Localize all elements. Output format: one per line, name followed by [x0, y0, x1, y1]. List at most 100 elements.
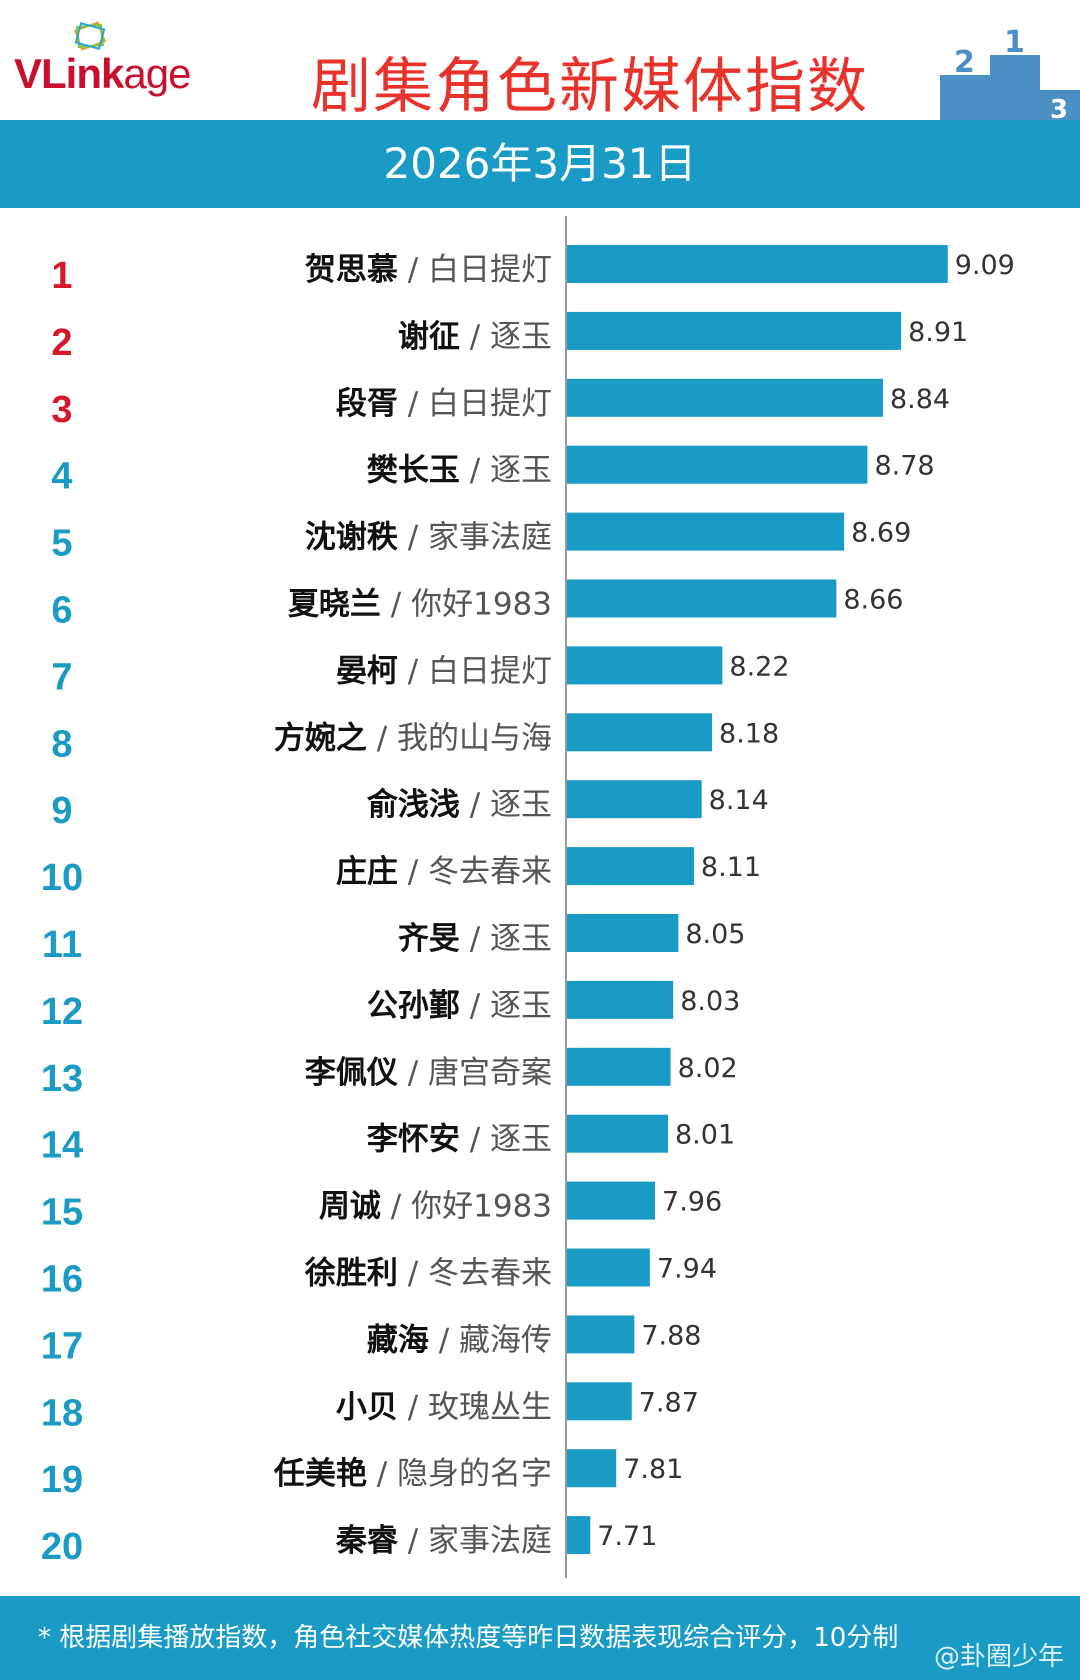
rank-number: 8 [51, 723, 72, 765]
drama-name: 家事法庭 [428, 520, 552, 556]
value-label: 7.94 [657, 1254, 717, 1285]
rank-number: 16 [41, 1259, 83, 1301]
separator: / [398, 653, 428, 689]
drama-name: 逐玉 [490, 921, 552, 957]
rank-number: 12 [41, 991, 83, 1033]
rank-number: 17 [41, 1325, 83, 1367]
bar [567, 980, 674, 1019]
character-name: 沈谢秩 [305, 520, 398, 556]
value-label: 8.91 [908, 317, 968, 348]
bar [567, 1248, 650, 1287]
category-label: 段胥 / 白日提灯 [336, 386, 552, 422]
value-label: 8.01 [675, 1120, 735, 1151]
rank-number: 19 [41, 1459, 83, 1501]
footnote: * 根据剧集播放指数，角色社交媒体热度等昨日数据表现综合评分，10分制 [0, 1596, 1080, 1680]
separator: / [381, 1189, 411, 1225]
category-label: 藏海 / 藏海传 [367, 1322, 552, 1358]
rank-number: 13 [41, 1058, 83, 1100]
separator: / [381, 587, 411, 623]
drama-name: 逐玉 [490, 453, 552, 489]
drama-name: 你好1983 [411, 1189, 552, 1225]
category-label: 俞浅浅 / 逐玉 [367, 787, 552, 823]
character-name: 李怀安 [367, 1122, 460, 1158]
date-banner: 2026年3月31日 [0, 120, 1080, 208]
character-name: 藏海 [367, 1322, 429, 1358]
rank-number: 1 [51, 255, 72, 297]
drama-name: 家事法庭 [428, 1523, 552, 1559]
rank-number: 5 [51, 523, 72, 565]
character-name: 夏晓兰 [288, 587, 381, 623]
separator: / [460, 319, 490, 355]
value-label: 8.11 [701, 852, 761, 883]
category-label: 任美艳 / 隐身的名字 [273, 1456, 552, 1492]
character-name: 李佩仪 [305, 1055, 398, 1091]
drama-name: 隐身的名字 [397, 1456, 552, 1492]
character-name: 徐胜利 [304, 1256, 398, 1292]
separator: / [367, 1456, 397, 1492]
bar [567, 579, 837, 618]
character-name: 樊长玉 [367, 453, 460, 489]
character-name: 庄庄 [336, 854, 398, 890]
separator: / [398, 1055, 428, 1091]
rank-number: 4 [51, 456, 72, 498]
bar [567, 1516, 591, 1555]
rank-number: 15 [41, 1192, 83, 1234]
separator: / [460, 921, 490, 957]
value-label: 8.84 [890, 384, 950, 415]
category-label: 沈谢秩 / 家事法庭 [305, 520, 552, 556]
separator: / [460, 787, 490, 823]
svg-text:1: 1 [1004, 25, 1025, 60]
separator: / [398, 1523, 428, 1559]
drama-name: 冬去春来 [428, 1256, 552, 1292]
bar [567, 245, 948, 283]
category-label: 徐胜利 / 冬去春来 [304, 1256, 552, 1292]
value-label: 8.22 [729, 651, 789, 682]
value-label: 8.66 [843, 585, 903, 616]
bar [567, 780, 702, 819]
character-name: 周诚 [319, 1189, 381, 1225]
value-label: 8.03 [680, 986, 740, 1017]
value-label: 8.78 [874, 451, 934, 482]
character-name: 任美艳 [273, 1456, 367, 1492]
value-label: 9.09 [955, 250, 1015, 281]
character-name: 秦睿 [335, 1523, 399, 1559]
bar [567, 1315, 635, 1354]
bar [567, 1047, 671, 1086]
svg-text:2: 2 [954, 45, 975, 80]
rank-number: 20 [41, 1526, 83, 1568]
category-label: 贺思慕 / 白日提灯 [305, 252, 552, 288]
separator: / [460, 1122, 490, 1158]
value-label: 8.05 [685, 919, 745, 950]
value-label: 8.18 [719, 718, 779, 749]
rank-number: 11 [42, 924, 82, 966]
bar [567, 1382, 632, 1421]
bar [567, 713, 713, 752]
character-name: 段胥 [336, 386, 398, 422]
character-name: 贺思慕 [305, 252, 398, 288]
category-label: 齐旻 / 逐玉 [398, 921, 552, 957]
drama-name: 逐玉 [490, 1122, 552, 1158]
separator: / [460, 988, 490, 1024]
rank-number: 3 [51, 389, 72, 431]
separator: / [398, 1389, 428, 1425]
separator: / [398, 854, 428, 890]
value-label: 7.87 [639, 1387, 699, 1418]
vlinkage-logo: VLinkage [14, 50, 191, 97]
rank-number: 6 [51, 590, 72, 632]
character-name: 谢征 [398, 319, 460, 355]
watermark: @卦圈少年 [933, 1642, 1064, 1672]
logo-frames-icon [74, 21, 106, 51]
separator: / [398, 252, 428, 288]
category-label: 公孙鄞 / 逐玉 [367, 988, 552, 1024]
page-title: 剧集角色新媒体指数 [311, 52, 869, 122]
category-label: 小贝 / 玫瑰丛生 [336, 1389, 552, 1425]
rank-number: 7 [51, 656, 72, 698]
bar [567, 378, 883, 417]
character-name: 俞浅浅 [367, 787, 460, 823]
rank-number: 9 [51, 790, 72, 832]
category-label: 晏柯 / 白日提灯 [336, 653, 552, 689]
drama-name: 你好1983 [411, 587, 552, 623]
drama-name: 白日提灯 [428, 386, 552, 422]
drama-name: 逐玉 [490, 787, 552, 823]
podium-icon: 2 1 3 [940, 25, 1080, 120]
